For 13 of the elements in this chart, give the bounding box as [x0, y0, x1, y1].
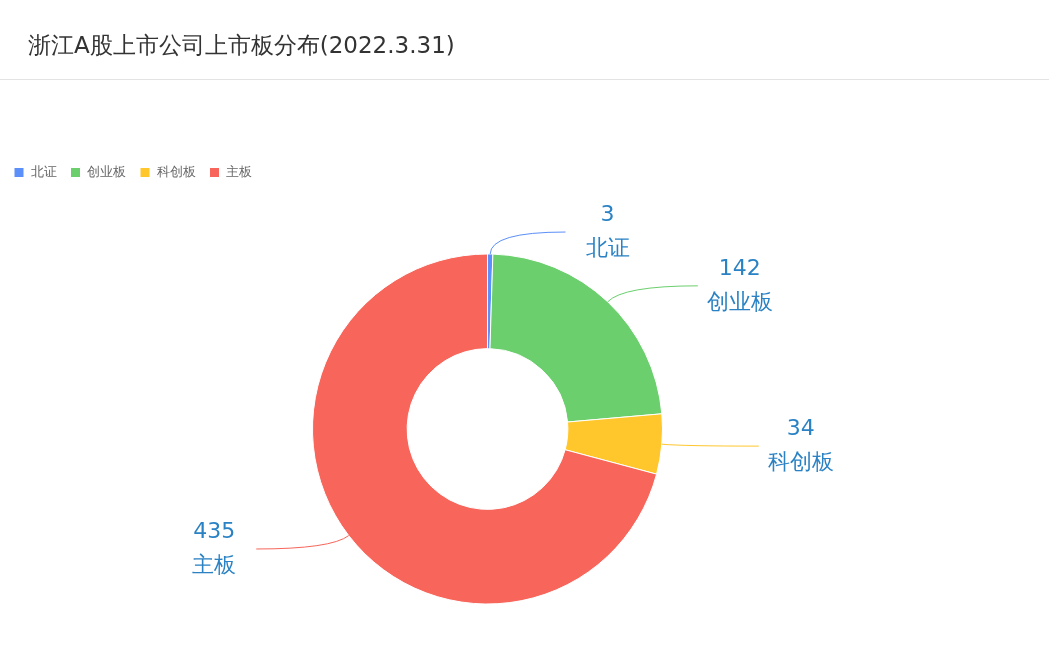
slice-label: 北证 [585, 234, 630, 260]
legend-label: 科创板 [156, 163, 196, 179]
data-label: 435 [193, 517, 236, 543]
data-label: 3 [600, 200, 615, 226]
legend-label: 创业板 [87, 163, 126, 179]
slice-label: 创业板 [706, 288, 773, 314]
legend-label: 北证 [30, 163, 57, 179]
data-label: 34 [786, 414, 815, 440]
legend-label: 主板 [226, 163, 252, 179]
slice-label: 主板 [192, 551, 237, 577]
slice-label: 科创板 [767, 448, 834, 474]
chart-title: 浙江A股上市公司上市板分布(2022.3.31) [0, 0, 1049, 80]
data-label: 142 [718, 254, 761, 280]
